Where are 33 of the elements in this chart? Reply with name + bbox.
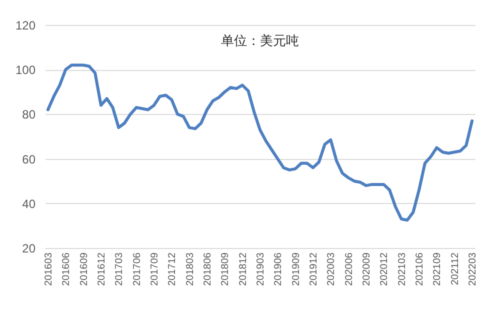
x-tick-label: 202203: [468, 252, 479, 286]
y-tick-label: 60: [22, 152, 36, 166]
x-tick-label: 201709: [149, 252, 160, 286]
x-tick-label: 201803: [184, 252, 196, 286]
x-tick-label: 201809: [220, 252, 232, 286]
x-tick-label: 202106: [414, 252, 426, 286]
x-tick-label: 201812: [238, 252, 249, 286]
x-tick-label: 201606: [61, 252, 72, 286]
x-tick-label: 202012: [379, 252, 390, 286]
x-tick-label: 202009: [362, 252, 373, 286]
x-tick-label: 201903: [256, 252, 266, 286]
x-tick-label: 202003: [326, 252, 338, 286]
y-tick-label: 100: [15, 63, 36, 78]
x-tick-label: 201612: [96, 252, 108, 286]
x-tick-label: 201906: [273, 252, 284, 286]
x-tick-label: 201806: [202, 252, 214, 286]
x-tick-label: 201909: [290, 252, 302, 286]
y-tick-label: 120: [15, 18, 36, 32]
x-tick-label: 201603: [43, 252, 54, 286]
line-series: [46, 64, 474, 222]
x-tick-label: 201912: [308, 252, 320, 286]
x-tick-label: 202109: [432, 252, 444, 286]
x-tick-label: 201609: [78, 252, 90, 286]
x-tick-label: 202006: [344, 252, 355, 286]
y-tick-label: 40: [22, 196, 36, 211]
y-tick-label: 80: [22, 108, 36, 122]
x-tick-label: 201706: [132, 252, 143, 286]
x-tick-label: 201712: [167, 252, 178, 286]
y-tick-label: 20: [22, 242, 36, 256]
x-tick-label: 202112: [450, 252, 461, 286]
x-tick-label: 201703: [114, 252, 126, 286]
x-tick-label: 202103: [396, 252, 408, 286]
annotation: 单位：美元吨: [221, 33, 299, 48]
